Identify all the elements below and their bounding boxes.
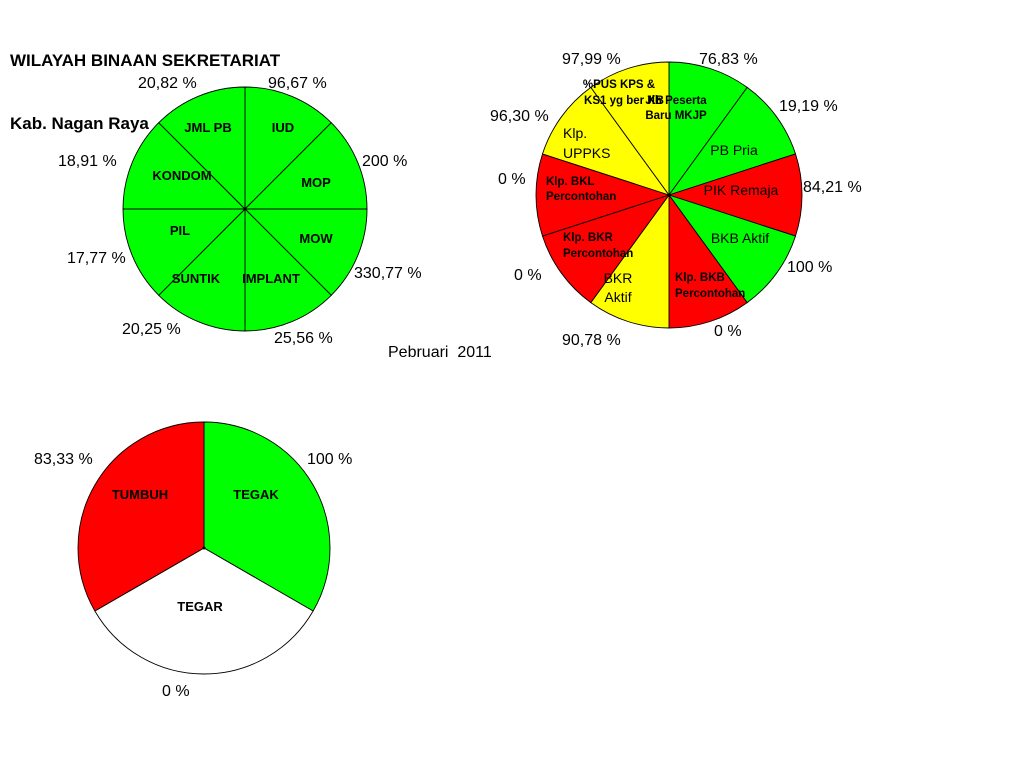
pie-slice [535, 153, 671, 237]
pie-slice [590, 193, 670, 329]
pie-slice [243, 122, 368, 210]
slice-label: Klp. [563, 125, 587, 141]
period-label: Pebruari 2011 [388, 344, 492, 361]
pie-slice [667, 153, 803, 237]
pie-slice [158, 207, 246, 332]
pie-center [667, 193, 671, 197]
pie-slice [122, 122, 247, 210]
percent-label: 20,82 % [138, 75, 197, 92]
pie-slice [667, 86, 797, 196]
pie-slice [590, 61, 670, 197]
pie-slice [541, 194, 671, 304]
slice-label: Percontohan [675, 288, 745, 300]
percent-label: 83,33 % [34, 451, 93, 468]
percent-label: 90,78 % [562, 332, 621, 349]
pie-slice [244, 86, 332, 211]
pie-slice [122, 208, 247, 296]
title-line-1: WILAYAH BINAAN SEKRETARIAT [10, 51, 281, 70]
percent-label: 0 % [514, 267, 542, 284]
slice-label: TEGAR [177, 599, 223, 614]
pie-center [202, 546, 206, 550]
pie-slice [541, 86, 671, 196]
pie-chart-2: Jlh Peserta Baru MKJP PB Pria PIK Remaja BKB… [490, 51, 862, 349]
slice-label: Percontohan [563, 248, 633, 260]
pie-slice [667, 194, 797, 304]
pie-slice [668, 61, 748, 197]
percent-label: 76,83 % [699, 51, 758, 68]
slice-label: IUD [272, 120, 294, 135]
pie-slice [668, 193, 748, 329]
percent-label: 19,19 % [779, 98, 838, 115]
pie-slice [94, 547, 314, 675]
slice-label: TEGAK [233, 487, 279, 502]
slice-label: MOW [299, 231, 333, 246]
percent-label: 25,56 % [274, 330, 333, 347]
percent-label: 200 % [362, 153, 407, 170]
slice-label: IMPLANT [242, 271, 300, 286]
percent-label: 0 % [162, 683, 190, 700]
slice-label: PIL [170, 223, 190, 238]
percent-label: 100 % [307, 451, 352, 468]
percent-label: 330,77 % [354, 265, 422, 282]
slice-label: SUNTIK [172, 271, 221, 286]
slice-label: Klp. BKB [675, 272, 725, 284]
slice-label: Percontohan [546, 191, 616, 203]
percent-label: 18,91 % [58, 153, 117, 170]
slice-label: %PUS KPS & [583, 79, 655, 91]
pie-slice [244, 207, 332, 332]
slice-label: UPPKS [563, 145, 610, 161]
percent-label: 84,21 % [803, 179, 862, 196]
slice-label: KS1 yg ber KB [584, 95, 664, 107]
percent-label: 97,99 % [562, 51, 621, 68]
slice-label: Klp. BKR [563, 232, 614, 244]
percent-label: 0 % [498, 171, 526, 188]
percent-label: 96,67 % [268, 75, 327, 92]
slice-label: MOP [301, 175, 331, 190]
slice-label: Klp. BKL [546, 176, 595, 188]
slice-label: BKR [604, 270, 633, 286]
slice-label: Jlh Peserta [645, 95, 707, 107]
slice-label: PB Pria [710, 142, 758, 158]
pie-chart-3: TEGAK TEGAR TUMBUH 100 % 0 % 83,33 % [34, 421, 352, 700]
percent-label: 100 % [787, 259, 832, 276]
slice-label: BKB Aktif [711, 230, 769, 246]
pie-center [243, 207, 247, 211]
slice-label: Baru MKJP [645, 110, 707, 122]
percent-label: 17,77 % [67, 250, 126, 267]
pie-slice [77, 421, 205, 612]
slice-label: KONDOM [152, 168, 211, 183]
percent-label: 0 % [714, 323, 742, 340]
pie-slice [158, 86, 246, 211]
slice-label: PIK Remaja [704, 182, 779, 198]
percent-label: 96,30 % [490, 108, 549, 125]
slice-label: Aktif [604, 289, 631, 305]
pie-slice [203, 421, 331, 612]
pie-chart-1: IUD MOP MOW IMPLANT SUNTIK PIL KONDOM JML PB 96,… [58, 75, 422, 347]
percent-label: 20,25 % [122, 321, 181, 338]
slice-label: TUMBUH [112, 487, 168, 502]
slice-label: JML PB [184, 120, 231, 135]
pie-slice [243, 208, 368, 296]
